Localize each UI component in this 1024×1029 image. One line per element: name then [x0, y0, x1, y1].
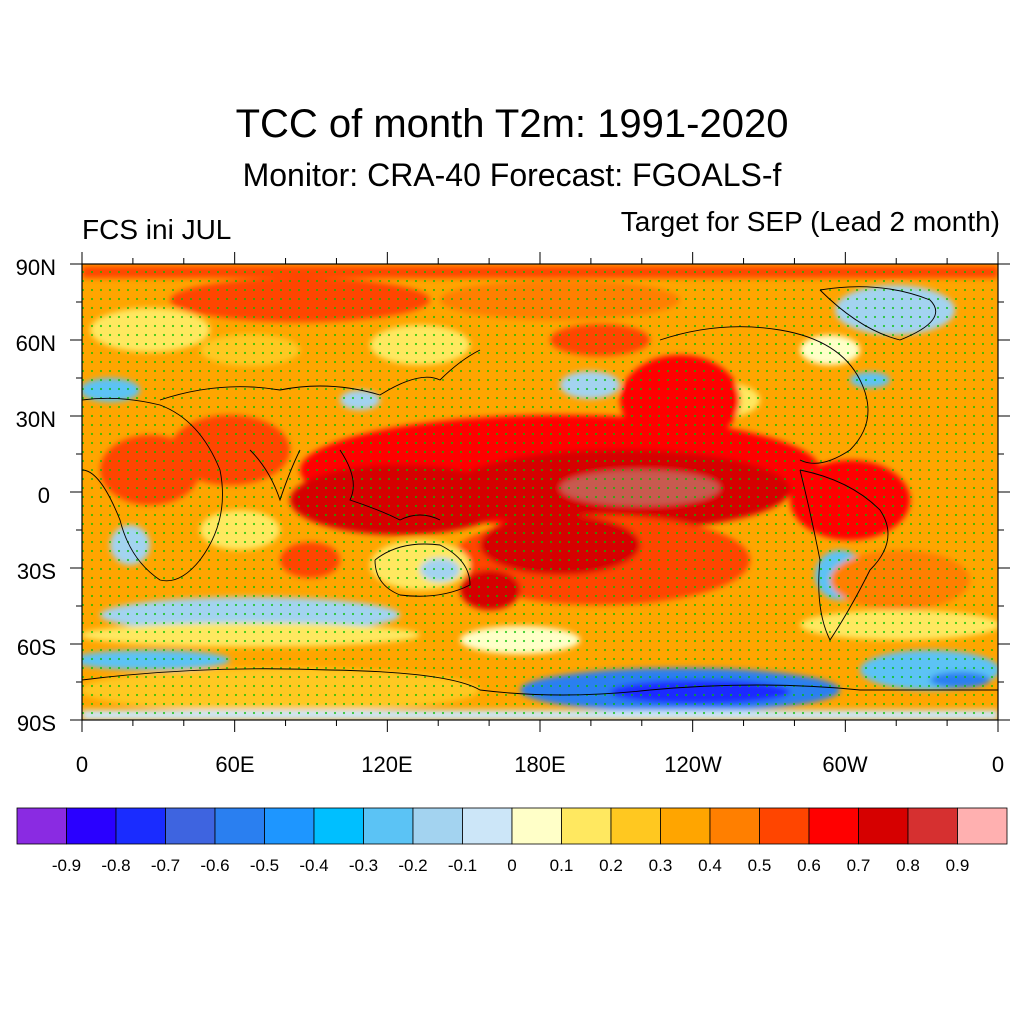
colorbar-tick-label: -0.7	[150, 856, 181, 875]
initialization-label: FCS ini JUL	[82, 214, 232, 245]
colorbar-swatch	[214, 807, 265, 845]
lat-label-eq: 0	[37, 483, 50, 508]
lat-label-90s: 90S	[16, 711, 56, 736]
colorbar-swatch	[313, 807, 364, 845]
colorbar-swatch	[808, 807, 859, 845]
lon-label-60w: 60W	[822, 752, 868, 777]
colorbar-tick-label: -0.1	[447, 856, 478, 875]
colorbar-tick-label: 0.6	[797, 856, 821, 875]
colorbar-swatch	[412, 807, 463, 845]
colorbar-swatch	[511, 807, 562, 845]
colorbar-tick-label: 0.1	[549, 856, 574, 875]
colorbar-tick-label: -0.3	[348, 856, 379, 875]
lon-label-0: 0	[75, 752, 89, 777]
colorbar-tick-label: 0.2	[599, 856, 623, 875]
colorbar-swatch	[16, 807, 67, 845]
lon-label-0-east: 0	[991, 752, 1005, 777]
colorbar-tick-label: 0.4	[698, 856, 722, 875]
lon-label-180e: 180E	[514, 752, 566, 777]
colorbar-swatch	[561, 807, 612, 845]
lat-label-90n: 90N	[15, 255, 56, 280]
colorbar-tick-label: 0.7	[846, 856, 871, 875]
lon-label-60e: 60E	[215, 752, 255, 777]
colorbar-swatch	[462, 807, 513, 845]
colorbar-tick-label: 0.9	[945, 856, 970, 875]
colorbar-swatch	[660, 807, 711, 845]
correlation-field	[82, 264, 998, 720]
colorbar-tick-label: 0	[507, 856, 517, 875]
colorbar-tick-label: -0.9	[51, 856, 82, 875]
lat-label-60s: 60S	[16, 635, 56, 660]
colorbar-swatch	[66, 807, 117, 845]
target-label: Target for SEP (Lead 2 month)	[620, 206, 1000, 237]
colorbar-tick-label: -0.8	[101, 856, 131, 875]
colorbar-swatch	[858, 807, 909, 845]
colorbar-swatch	[264, 807, 315, 845]
colorbar-tick-label: -0.5	[249, 856, 280, 875]
colorbar-tick-label: -0.4	[299, 856, 329, 875]
figure-subtitle: Monitor: CRA-40 Forecast: FGOALS-f	[242, 157, 782, 193]
colorbar-swatch	[957, 807, 1008, 845]
colorbar-swatch	[709, 807, 760, 845]
lat-label-30n: 30N	[15, 407, 56, 432]
lon-label-120w: 120W	[664, 752, 722, 777]
lon-label-120e: 120E	[361, 752, 413, 777]
lat-label-60n: 60N	[15, 331, 56, 356]
colorbar-tick-label: -0.6	[200, 856, 230, 875]
colorbar-tick-label: 0.5	[747, 856, 772, 875]
colorbar-swatch	[907, 807, 958, 845]
colorbar-swatch	[115, 807, 166, 845]
coastlines	[82, 286, 998, 696]
colorbar-swatch	[610, 807, 661, 845]
lat-label-30s: 30S	[16, 559, 56, 584]
figure-title: TCC of month T2m: 1991-2020	[235, 102, 789, 146]
colorbar-tick-label: 0.8	[896, 856, 920, 875]
colorbar-swatch	[759, 807, 810, 845]
colorbar-swatch	[165, 807, 216, 845]
colorbar	[16, 807, 1008, 845]
colorbar-tick-label: -0.2	[398, 856, 428, 875]
colorbar-tick-label: 0.3	[648, 856, 673, 875]
colorbar-swatch	[363, 807, 414, 845]
axis-ticks	[70, 252, 1010, 732]
